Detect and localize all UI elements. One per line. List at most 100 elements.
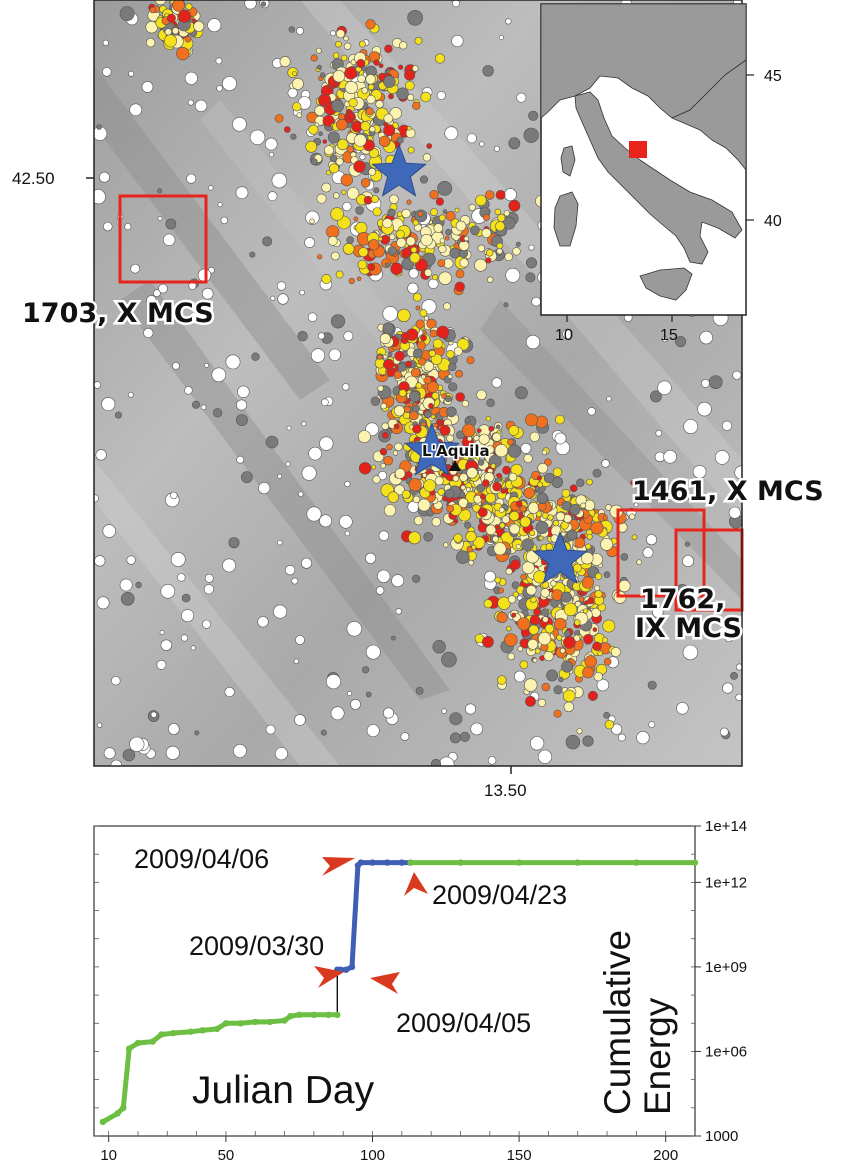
earthquake-event [682,555,694,567]
earthquake-event [359,154,366,161]
earthquake-event [647,680,657,690]
earthquake-event [444,488,455,499]
earthquake-event [390,635,396,641]
earthquake-event [328,348,341,361]
earthquake-event [487,276,494,283]
earthquake-event [495,189,506,200]
energy-point [296,1011,303,1018]
y-tick-label: 1000 [705,1128,738,1145]
inset-italy [574,91,743,265]
earthquake-event [401,331,409,340]
earthquake-event [394,350,405,362]
earthquake-event [521,538,534,552]
earthquake-event [277,293,289,305]
earthquake-event [276,281,287,291]
earthquake-event [145,37,156,48]
earthquake-event [194,730,200,736]
earthquake-event [184,386,193,395]
earthquake-event [511,581,520,590]
x-tick-label: 50 [218,1147,235,1161]
earthquake-event [453,518,459,524]
earthquake-event [476,483,486,493]
energy-point [407,859,414,866]
earthquake-event [348,98,358,108]
earthquake-event [476,428,482,433]
earthquake-event [336,118,348,131]
earthquake-event [449,712,463,726]
earthquake-event [111,675,121,686]
earthquake-event [187,99,194,106]
earthquake-event [582,666,594,679]
earthquake-event [232,744,247,758]
earthquake-event [358,40,366,48]
earthquake-event [344,81,358,95]
earthquake-event [526,584,537,596]
earthquake-event [439,238,445,244]
earthquake-event [466,467,478,479]
earthquake-event [366,94,376,105]
earthquake-event [420,374,426,380]
earthquake-event [537,698,547,708]
earthquake-event [505,567,513,575]
earthquake-event [735,663,742,671]
energy-point [126,1045,133,1052]
earthquake-event [535,520,549,534]
earthquake-event [396,237,407,248]
energy-point [310,1011,318,1018]
earthquake-event [203,584,214,595]
earthquake-event [561,488,571,498]
earthquake-event [381,422,389,430]
earthquake-event [382,306,398,322]
earthquake-event [527,502,540,514]
earthquake-event [316,64,323,70]
earthquake-event [446,350,455,359]
earthquake-event [472,536,486,549]
earthquake-event [298,491,304,497]
earthquake-event [94,381,101,389]
earthquake-event [610,723,623,735]
earthquake-event [652,606,664,618]
earthquake-event [409,410,419,421]
earthquake-event [443,542,449,548]
earthquake-event [257,616,269,628]
earthquake-event [708,375,723,389]
earthquake-event [164,28,172,36]
earthquake-event [553,617,567,631]
earthquake-event [479,493,486,500]
earthquake-event [406,125,412,131]
energy-point [222,1020,230,1027]
earthquake-event [393,423,400,430]
earthquake-event [633,502,639,508]
earthquake-event [346,690,352,696]
earthquake-event [380,462,387,469]
earthquake-event [265,724,276,735]
earthquake-event [701,378,710,388]
earthquake-event [543,650,554,662]
energy-point [170,1029,177,1037]
earthquake-event [596,678,610,692]
earthquake-event [365,19,376,30]
earthquake-event [309,218,315,224]
earthquake-event [543,472,555,484]
annotation-arrow-icon [404,872,428,896]
energy-point [158,1031,165,1038]
earthquake-event [714,450,730,465]
earthquake-event [285,564,296,576]
earthquake-event [300,557,312,569]
earthquake-event [552,467,563,477]
y-axis-label-line1: Cumulative [597,930,638,1115]
earthquake-event [483,599,493,609]
earthquake-event [192,400,201,409]
earthquake-event [114,411,122,419]
earthquake-event [537,481,543,488]
earthquake-event [482,65,494,77]
earthquake-event [682,644,699,661]
earthquake-event [94,494,99,503]
earthquake-event [463,236,470,242]
earthquake-event [335,40,342,48]
earthquake-event [195,99,208,112]
seismicity-map: L'Aquila 1703, X MCS 1461, X MCS 1762, I… [12,0,826,800]
earthquake-event [506,625,512,632]
earthquake-event [410,367,421,378]
earthquake-event [201,287,214,300]
